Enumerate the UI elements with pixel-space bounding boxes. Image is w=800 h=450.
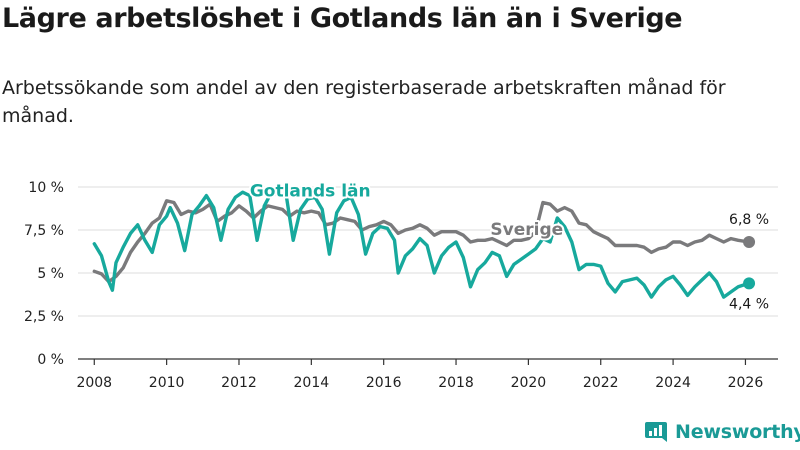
series-labels: Gotlands län Sverige bbox=[248, 179, 565, 242]
x-axis-ticks: 2008 2010 2012 2014 2016 2018 2020 2022 2024 2026 bbox=[76, 359, 763, 391]
end-point-sverige bbox=[743, 236, 756, 249]
chart-subtitle: Arbetssökande som andel av den registerb… bbox=[2, 77, 726, 127]
series-line-sverige bbox=[92, 199, 751, 284]
y-tick-label: 5 % bbox=[37, 266, 64, 282]
x-tick-label: 2012 bbox=[221, 375, 257, 391]
series-lines bbox=[92, 190, 751, 299]
x-tick-label: 2008 bbox=[76, 375, 112, 391]
newsworthy-logo-icon bbox=[645, 422, 667, 442]
x-tick-label: 2026 bbox=[728, 375, 764, 391]
x-tick-label: 2020 bbox=[511, 375, 547, 391]
end-point-gotland bbox=[743, 277, 756, 290]
y-tick-label: 0 % bbox=[37, 352, 64, 368]
y-tick-label: 7,5 % bbox=[24, 223, 64, 239]
newsworthy-logo[interactable]: Newsworthy bbox=[644, 420, 800, 444]
x-tick-label: 2014 bbox=[294, 375, 330, 391]
chart-title: Lägre arbetslöshet i Gotlands län än i S… bbox=[2, 3, 683, 34]
series-label-sverige: Sverige bbox=[490, 220, 563, 240]
x-tick-label: 2018 bbox=[438, 375, 474, 391]
end-label-gotland: 4,4 % bbox=[729, 296, 769, 312]
x-tick-label: 2024 bbox=[655, 375, 691, 391]
x-tick-label: 2016 bbox=[366, 375, 402, 391]
y-axis-ticks: 0 % 2,5 % 5 % 7,5 % 10 % bbox=[24, 180, 64, 368]
end-label-sverige: 6,8 % bbox=[729, 212, 769, 228]
end-markers: 6,8 % 4,4 % bbox=[729, 212, 769, 312]
newsworthy-logo-text: Newsworthy bbox=[675, 421, 800, 443]
series-line-gotland bbox=[92, 190, 751, 299]
x-tick-label: 2022 bbox=[583, 375, 619, 391]
x-tick-label: 2010 bbox=[149, 375, 185, 391]
y-tick-label: 2,5 % bbox=[24, 309, 64, 325]
y-tick-label: 10 % bbox=[28, 180, 64, 196]
series-label-gotland: Gotlands län bbox=[250, 181, 371, 201]
